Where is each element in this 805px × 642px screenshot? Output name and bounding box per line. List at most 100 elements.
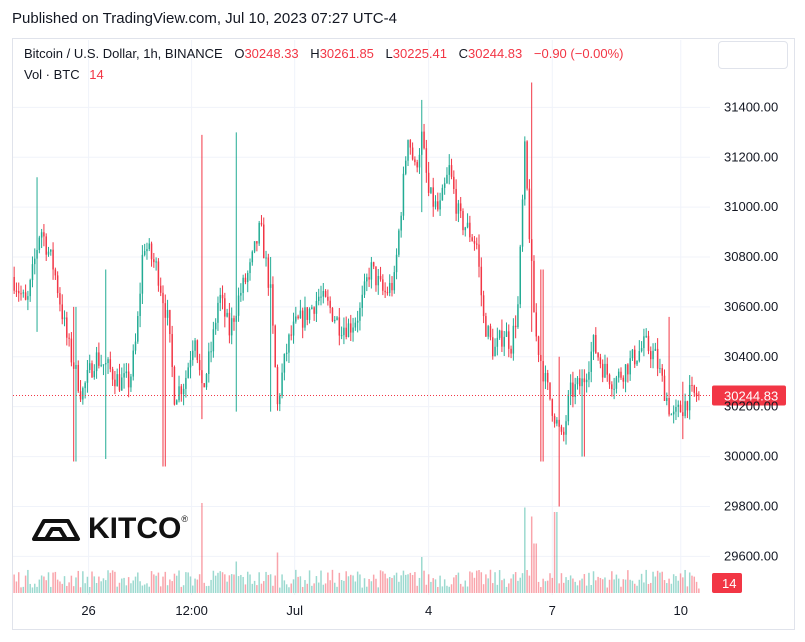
candle-body xyxy=(196,340,199,361)
candle-body xyxy=(256,241,258,244)
candle-body xyxy=(251,251,254,263)
candle-body xyxy=(549,382,551,400)
candle-body xyxy=(620,371,622,378)
y-tick-label: 30200.00 xyxy=(724,399,778,414)
candle-body xyxy=(47,251,50,255)
volume-bar xyxy=(20,587,22,593)
candle-body xyxy=(75,364,77,369)
x-tick-label: Jul xyxy=(286,603,303,618)
candle-body xyxy=(189,360,192,368)
symbol-legend: Bitcoin / U.S. Dollar, 1h, BINANCE O3024… xyxy=(24,46,624,61)
candle-body xyxy=(288,334,290,353)
candle-body xyxy=(345,327,347,338)
volume-bar xyxy=(485,574,487,593)
candle-body xyxy=(542,361,544,382)
volume-bar xyxy=(86,576,89,593)
volume-bar xyxy=(672,574,675,593)
candle-body xyxy=(590,351,592,372)
candle-body xyxy=(121,377,123,391)
candle-body xyxy=(377,276,379,286)
candle-body xyxy=(29,280,31,297)
candle-body xyxy=(512,325,515,354)
candle-body xyxy=(109,359,112,370)
volume-bar xyxy=(132,580,134,593)
candle-body xyxy=(347,323,350,338)
volume-bar xyxy=(297,576,299,593)
candle-body xyxy=(473,240,476,244)
candle-body xyxy=(501,330,503,347)
y-tick-label: 31400.00 xyxy=(724,99,778,114)
candle-body xyxy=(448,165,450,175)
volume-bar xyxy=(608,579,611,593)
candle-body xyxy=(150,243,153,260)
volume-bar xyxy=(466,586,469,593)
volume-bar xyxy=(354,581,357,593)
volume-bar xyxy=(517,580,519,593)
volume-bar xyxy=(88,586,91,593)
volume-bar xyxy=(684,569,686,593)
y-tick-label: 31000.00 xyxy=(724,199,778,214)
candle-body xyxy=(123,373,125,378)
candle-body xyxy=(171,334,173,368)
candle-body xyxy=(585,379,588,383)
volume-bar xyxy=(627,570,629,593)
price-scale-settings-box[interactable] xyxy=(718,41,788,69)
volume-bar xyxy=(615,574,618,593)
candle-body xyxy=(691,385,693,387)
volume-bar xyxy=(695,581,698,593)
volume-bar xyxy=(196,579,199,593)
volume-bar xyxy=(544,581,547,593)
candle-body xyxy=(187,367,189,378)
candle-body xyxy=(446,174,448,184)
volume-bar xyxy=(414,572,416,593)
candle-body xyxy=(631,349,634,359)
volume-bar xyxy=(661,571,663,593)
volume-bar xyxy=(356,571,359,593)
candle-body xyxy=(471,237,473,241)
volume-bar xyxy=(258,572,260,593)
volume-bar xyxy=(686,586,689,593)
candle-body xyxy=(647,335,650,352)
volume-bar xyxy=(331,569,334,593)
candle-body xyxy=(153,259,155,263)
volume-bar xyxy=(336,586,338,593)
volume-bar xyxy=(473,577,476,593)
close-value: 30244.83 xyxy=(468,46,523,61)
candle-body xyxy=(672,411,675,415)
candle-body xyxy=(224,298,226,317)
volume-bar xyxy=(558,583,560,593)
volume-bar xyxy=(36,586,38,593)
candle-body xyxy=(688,385,691,411)
candle-body xyxy=(372,262,375,267)
candle-body xyxy=(553,415,556,424)
volume-bar xyxy=(185,572,187,593)
candle-body xyxy=(324,291,327,297)
y-tick-label: 30400.00 xyxy=(724,349,778,364)
volume-bar xyxy=(240,574,242,593)
candle-body xyxy=(652,350,654,360)
candle-body xyxy=(22,292,25,294)
volume-bar xyxy=(125,585,128,593)
volume-bar xyxy=(338,572,341,593)
volume-bar xyxy=(256,585,258,593)
candle-body xyxy=(402,173,405,216)
candle-body xyxy=(388,282,391,293)
volume-bar xyxy=(537,581,540,593)
close-label: C xyxy=(458,46,469,61)
volume-bar xyxy=(368,579,370,593)
volume-bar xyxy=(666,583,668,593)
volume-bar xyxy=(432,578,434,593)
candle-body xyxy=(633,349,636,365)
candle-body xyxy=(295,316,297,322)
candle-body xyxy=(443,183,446,188)
candle-body xyxy=(359,307,361,321)
candle-body xyxy=(24,292,27,300)
volume-bar xyxy=(295,569,297,593)
volume-bar xyxy=(285,584,288,593)
candle-body xyxy=(498,330,501,338)
candle-body xyxy=(526,141,528,189)
volume-bar xyxy=(565,577,567,593)
volume-bar xyxy=(180,586,183,593)
candle-body xyxy=(455,188,457,214)
